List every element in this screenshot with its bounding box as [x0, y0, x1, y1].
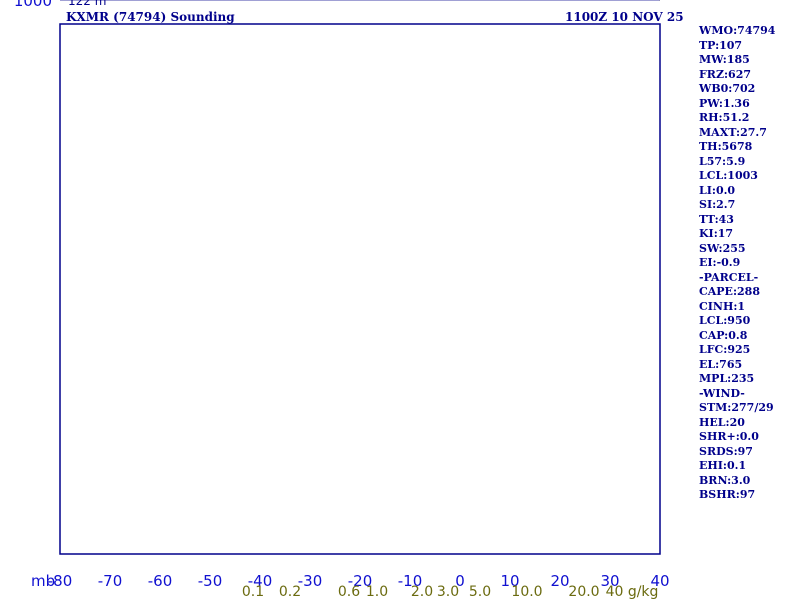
- index-item: EL:765: [699, 357, 743, 371]
- index-item: LFC:925: [699, 343, 751, 356]
- index-item: SHR+:0.0: [699, 430, 759, 443]
- mixing-ratio-label: 0.2: [279, 584, 301, 600]
- background-lines: [660, 0, 800, 11]
- x-tick-label: 30: [600, 572, 619, 590]
- index-item: SI:2.7: [699, 198, 736, 211]
- observation-time: 1100Z 10 NOV 25: [565, 10, 684, 24]
- index-item: PW:1.36: [699, 96, 750, 110]
- index-item: BRN:3.0: [699, 473, 751, 487]
- index-item: LCL:950: [699, 314, 751, 327]
- mixing-ratio-label: 10.0: [511, 584, 542, 600]
- mixing-ratio-label: 0.1: [242, 584, 264, 600]
- mixing-ratio-label: 3.0: [437, 584, 459, 600]
- index-item: CAP:0.8: [699, 328, 748, 342]
- dry-adiabat-line: [660, 0, 722, 11]
- mixing-ratio-label: 2.0: [411, 584, 433, 600]
- x-tick-label: -50: [198, 572, 223, 590]
- x-tick-label: -70: [98, 572, 123, 590]
- mixing-ratio-label: 40 g/kg: [606, 584, 659, 600]
- x-tick-label: 40: [650, 572, 669, 590]
- index-item: RH:51.2: [699, 111, 750, 124]
- index-item: TP:107: [699, 38, 743, 52]
- index-item: -WIND-: [699, 386, 745, 400]
- chart-title: KXMR (74794) Sounding: [66, 10, 235, 24]
- x-tick-label: 10: [500, 572, 519, 590]
- index-item: WMO:74794: [699, 24, 776, 37]
- index-item: FRZ:627: [699, 67, 752, 81]
- index-item: EI:-0.9: [699, 256, 741, 269]
- index-item: L57:5.9: [699, 154, 746, 168]
- index-item: MW:185: [699, 53, 750, 66]
- index-item: BSHR:97: [699, 488, 756, 501]
- index-item: WB0:702: [699, 82, 756, 95]
- index-item: MPL:235: [699, 372, 755, 385]
- index-item: SW:255: [699, 241, 746, 255]
- index-item: EHI:0.1: [699, 459, 747, 472]
- index-item: STM:277/29: [699, 401, 774, 414]
- mixing-ratio-label: 1.0: [366, 584, 388, 600]
- dry-adiabat-line: [693, 0, 772, 11]
- x-tick-label: -30: [298, 572, 323, 590]
- index-item: MAXT:27.7: [699, 125, 767, 139]
- mixing-ratio-line: [767, 0, 800, 11]
- index-item: KI:17: [699, 227, 734, 240]
- index-item: LCL:1003: [699, 169, 758, 182]
- plot-frame: [59, 23, 661, 555]
- dry-adiabat-line: [726, 0, 800, 11]
- x-tick-label: -10: [398, 572, 423, 590]
- height-label: 122 m: [68, 0, 106, 8]
- dry-adiabat-line: [757, 0, 800, 11]
- y-tick-label: 1000: [14, 0, 52, 10]
- mixing-ratio-label: 0.6: [338, 584, 360, 600]
- axis-labels: -80-70-60-50-40-30-20-10010203040mb10020…: [14, 0, 670, 600]
- x-unit-label: mb: [31, 572, 55, 590]
- index-item: CAPE:288: [699, 285, 760, 298]
- mixing-ratio-label: 20.0: [568, 584, 599, 600]
- x-tick-label: -80: [48, 572, 73, 590]
- index-item: TH:5678: [699, 140, 753, 153]
- x-tick-label: -60: [148, 572, 173, 590]
- x-tick-label: -40: [248, 572, 273, 590]
- index-item: TT:43: [699, 212, 734, 226]
- sounding-indices: WMO:74794 TP:107 MW:185 FRZ:627 WB0:702 PW:1.…: [699, 24, 775, 503]
- index-item: SRDS:97: [699, 444, 753, 458]
- x-tick-label: 0: [455, 572, 465, 590]
- index-item: HEL:20: [699, 415, 745, 429]
- mixing-ratio-label: 5.0: [469, 584, 491, 600]
- index-item: LI:0.0: [699, 183, 736, 197]
- x-tick-label: -20: [348, 572, 373, 590]
- index-item: -PARCEL-: [699, 270, 759, 284]
- index-item: CINH:1: [699, 299, 746, 313]
- x-tick-label: 20: [550, 572, 569, 590]
- dry-adiabat-line: [787, 0, 800, 11]
